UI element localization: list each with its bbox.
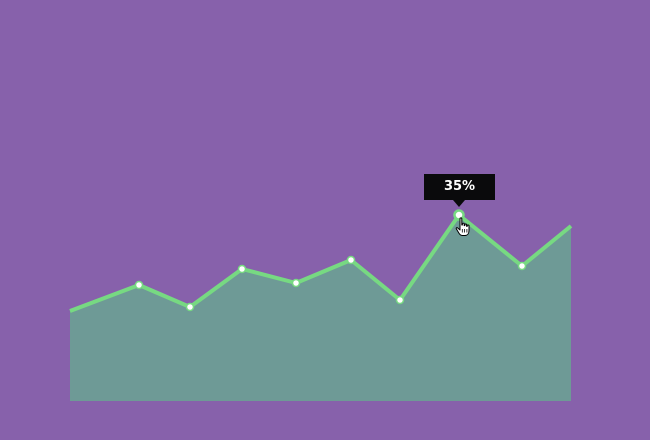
value-tooltip: 35%: [424, 174, 495, 200]
data-point[interactable]: [395, 295, 405, 305]
highlighted-data-point[interactable]: [453, 209, 465, 221]
tooltip-arrow: [453, 200, 465, 207]
data-point[interactable]: [346, 255, 356, 265]
series-line: [69, 213, 573, 313]
series-area: [70, 215, 571, 401]
data-point[interactable]: [517, 261, 527, 271]
data-points: [134, 209, 527, 312]
data-point[interactable]: [134, 280, 144, 290]
hand-pointer-icon: [455, 217, 470, 236]
data-point[interactable]: [237, 264, 247, 274]
data-point[interactable]: [291, 278, 301, 288]
data-point[interactable]: [185, 302, 195, 312]
